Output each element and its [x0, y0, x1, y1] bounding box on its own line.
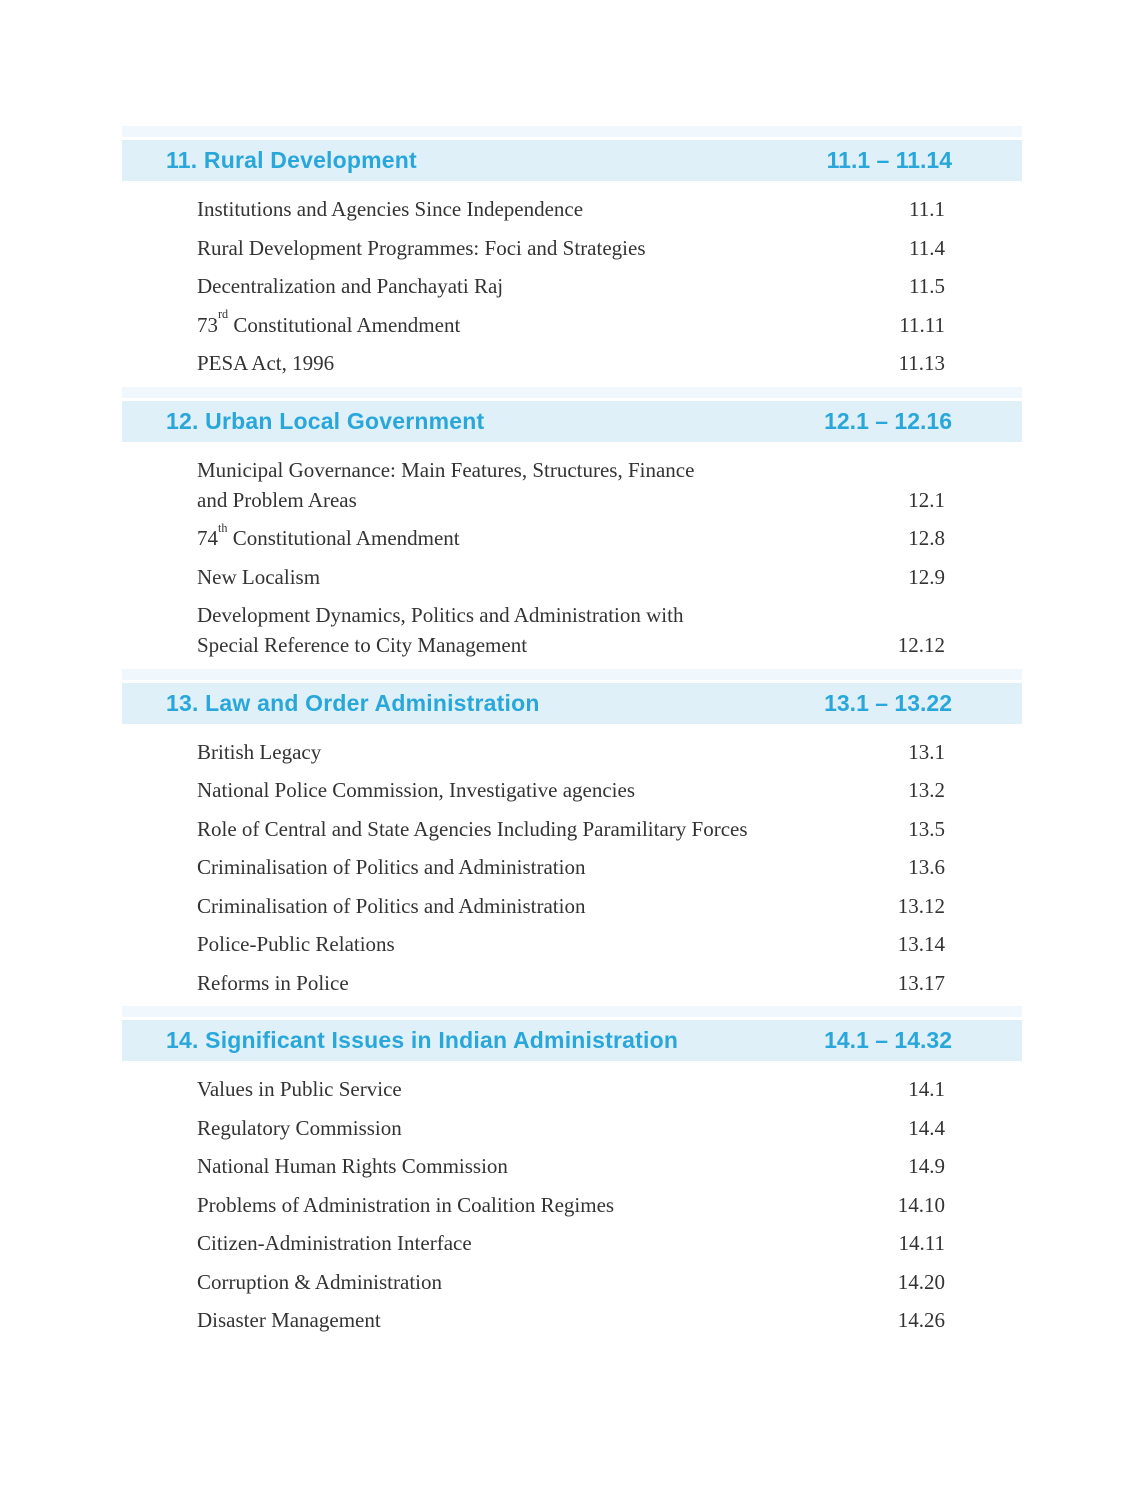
toc-item-row: National Human Rights Commission 14.9: [122, 1151, 1022, 1181]
toc-section: 11. Rural Development 11.1 – 11.14 Insti…: [122, 126, 1022, 378]
toc-item-row: Regulatory Commission 14.4: [122, 1113, 1022, 1143]
section-header-strip: [122, 1006, 1022, 1017]
section-page-range: 11.1 – 11.14: [826, 147, 952, 173]
toc-item-row: Problems of Administration in Coalition …: [122, 1190, 1022, 1220]
toc-item-page: 14.26: [897, 1308, 945, 1332]
toc-item-row: Decentralization and Panchayati Raj 11.5: [122, 271, 1022, 301]
section-header: 13. Law and Order Administration 13.1 – …: [122, 682, 1022, 724]
toc-section: 12. Urban Local Government 12.1 – 12.16 …: [122, 386, 1022, 661]
toc-item-row: Municipal Governance: Main Features, Str…: [122, 455, 1022, 515]
toc-item-page: 14.11: [898, 1231, 945, 1255]
toc-section: 13. Law and Order Administration 13.1 – …: [122, 668, 1022, 998]
section-page-range: 13.1 – 13.22: [824, 689, 952, 716]
toc-item-row: Police-Public Relations 13.14: [122, 929, 1022, 959]
section-header: 11. Rural Development 11.1 – 11.14: [122, 140, 1022, 181]
toc-item-row: Development Dynamics, Politics and Admin…: [122, 600, 1022, 660]
toc-item-page: 12.1: [908, 487, 945, 512]
toc-item-label: Decentralization and Panchayati Raj: [197, 274, 504, 298]
section-items: British Legacy 13.1 National Police Comm…: [122, 724, 1022, 998]
toc-item-label: Development Dynamics, Politics and Admin…: [197, 603, 684, 657]
toc-item-row: Values in Public Service 14.1: [122, 1074, 1022, 1104]
toc-item-page: 11.11: [899, 312, 945, 337]
toc-item-label: National Human Rights Commission: [197, 1154, 508, 1178]
toc-item-row: Criminalisation of Politics and Administ…: [122, 852, 1022, 882]
toc-item-page: 11.4: [909, 235, 945, 260]
toc-item-page: 14.1: [908, 1077, 945, 1101]
toc-item-label: 73rd Constitutional Amendment: [197, 307, 461, 337]
section-header-strip: [122, 386, 1022, 398]
toc-item-label: Role of Central and State Agencies Inclu…: [197, 816, 748, 841]
section-header-strip: [122, 126, 1022, 137]
toc-item-label: Institutions and Agencies Since Independ…: [197, 197, 584, 221]
section-page-range: 14.1 – 14.32: [824, 1027, 952, 1053]
toc-item-page: 13.5: [908, 816, 945, 841]
toc-item-page: 11.5: [909, 274, 945, 298]
section-title: 11. Rural Development: [166, 147, 417, 173]
toc-item-page: 13.17: [897, 970, 945, 995]
toc-item-page: 13.12: [897, 893, 945, 918]
toc-item-row: 73rd Constitutional Amendment 11.11: [122, 307, 1022, 340]
toc-item-page: 13.6: [908, 855, 945, 879]
toc-item-page: 13.2: [908, 778, 945, 802]
toc-item-page: 11.13: [898, 351, 945, 375]
toc-item-row: Reforms in Police 13.17: [122, 968, 1022, 998]
toc-item-label: British Legacy: [197, 739, 322, 764]
section-page-range: 12.1 – 12.16: [824, 407, 952, 434]
section-items: Municipal Governance: Main Features, Str…: [122, 442, 1022, 661]
toc-item-label: Rural Development Programmes: Foci and S…: [197, 235, 646, 260]
toc-item-label: Corruption & Administration: [197, 1269, 442, 1294]
section-items: Institutions and Agencies Since Independ…: [122, 181, 1022, 378]
toc-item-label: Values in Public Service: [197, 1077, 402, 1101]
section-title: 14. Significant Issues in Indian Adminis…: [166, 1027, 679, 1053]
section-title: 13. Law and Order Administration: [166, 689, 540, 716]
toc-item-row: British Legacy 13.1: [122, 737, 1022, 767]
toc-item-label: Police-Public Relations: [197, 932, 395, 956]
toc-item-label: Problems of Administration in Coalition …: [197, 1192, 615, 1217]
section-header: 12. Urban Local Government 12.1 – 12.16: [122, 400, 1022, 442]
toc-item-page: 14.20: [897, 1269, 945, 1294]
section-items: Values in Public Service 14.1 Regulatory…: [122, 1061, 1022, 1335]
toc-item-page: 11.1: [909, 197, 945, 221]
toc-item-label: Citizen-Administration Interface: [197, 1231, 472, 1255]
toc-item-page: 13.14: [897, 932, 945, 956]
toc-item-row: Disaster Management 14.26: [122, 1305, 1022, 1335]
toc-item-label: Municipal Governance: Main Features, Str…: [197, 457, 695, 512]
toc-item-row: Role of Central and State Agencies Inclu…: [122, 814, 1022, 844]
toc-item-row: Institutions and Agencies Since Independ…: [122, 194, 1022, 224]
toc-item-page: 12.9: [908, 564, 945, 589]
toc-item-row: PESA Act, 1996 11.13: [122, 348, 1022, 378]
toc-item-label: PESA Act, 1996: [197, 351, 335, 375]
toc-item-row: Rural Development Programmes: Foci and S…: [122, 233, 1022, 263]
toc-item-label: Regulatory Commission: [197, 1115, 402, 1140]
section-title: 12. Urban Local Government: [166, 407, 485, 434]
toc-item-page: 12.8: [908, 526, 945, 550]
toc-item-row: 74th Constitutional Amendment 12.8: [122, 520, 1022, 553]
toc-item-label: Criminalisation of Politics and Administ…: [197, 855, 586, 879]
toc-item-row: Corruption & Administration 14.20: [122, 1267, 1022, 1297]
ordinal-superscript: th: [218, 520, 228, 535]
toc-item-label: New Localism: [197, 564, 321, 589]
toc-container: 11. Rural Development 11.1 – 11.14 Insti…: [122, 0, 1022, 1335]
section-header: 14. Significant Issues in Indian Adminis…: [122, 1020, 1022, 1061]
toc-item-row: New Localism 12.9: [122, 562, 1022, 592]
section-header-strip: [122, 668, 1022, 680]
toc-item-page: 14.4: [908, 1115, 945, 1140]
toc-item-row: Criminalisation of Politics and Administ…: [122, 891, 1022, 921]
toc-item-page: 14.10: [897, 1192, 945, 1217]
toc-item-row: Citizen-Administration Interface 14.11: [122, 1228, 1022, 1258]
ordinal-superscript: rd: [218, 307, 229, 322]
toc-item-page: 13.1: [908, 739, 945, 764]
toc-item-label: Reforms in Police: [197, 970, 349, 995]
toc-item-label: 74th Constitutional Amendment: [197, 520, 460, 550]
toc-item-row: National Police Commission, Investigativ…: [122, 775, 1022, 805]
toc-item-page: 14.9: [908, 1154, 945, 1178]
toc-section: 14. Significant Issues in Indian Adminis…: [122, 1006, 1022, 1335]
toc-item-label: Criminalisation of Politics and Administ…: [197, 893, 586, 918]
toc-item-label: Disaster Management: [197, 1308, 381, 1332]
toc-item-label: National Police Commission, Investigativ…: [197, 778, 635, 802]
toc-item-page: 12.12: [897, 633, 945, 657]
